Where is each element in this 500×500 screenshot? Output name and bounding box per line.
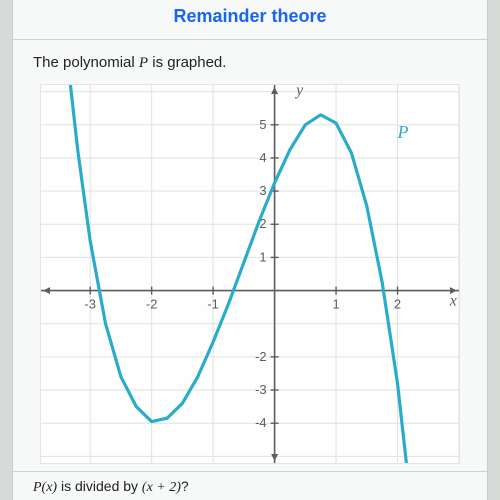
svg-text:-1: -1 (207, 296, 219, 311)
svg-text:P: P (397, 122, 409, 142)
page-card: Remainder theore The polynomial P is gra… (12, 0, 488, 500)
svg-text:5: 5 (259, 117, 266, 132)
svg-text:1: 1 (332, 296, 339, 311)
svg-text:-2: -2 (146, 296, 158, 311)
prompt-var: P (139, 55, 148, 71)
svg-text:-3: -3 (255, 382, 267, 397)
graph-area: -3-2-11212345-2-3-4xyP (40, 84, 460, 464)
svg-text:y: y (294, 85, 304, 99)
footer-fn: P(x) (33, 480, 57, 495)
svg-text:3: 3 (259, 183, 266, 198)
prompt-post: is graphed. (148, 54, 226, 71)
header-title: Remainder theore (173, 6, 326, 26)
prompt-text: The polynomial P is graphed. (13, 40, 487, 78)
svg-text:x: x (449, 293, 457, 310)
svg-text:-2: -2 (255, 349, 267, 364)
svg-text:4: 4 (259, 150, 266, 165)
footer-mid2: is divided by (57, 478, 142, 494)
footer-end: ? (181, 478, 189, 494)
polynomial-graph: -3-2-11212345-2-3-4xyP (41, 85, 459, 463)
footer-divisor: (x + 2) (142, 480, 181, 495)
prompt-pre: The polynomial (33, 54, 139, 71)
svg-text:-3: -3 (84, 296, 96, 311)
header: Remainder theore (13, 0, 487, 40)
svg-text:-4: -4 (255, 415, 267, 430)
footer-question: P(x) is divided by (x + 2)? (13, 471, 487, 500)
svg-text:2: 2 (394, 296, 401, 311)
svg-text:1: 1 (259, 249, 266, 264)
